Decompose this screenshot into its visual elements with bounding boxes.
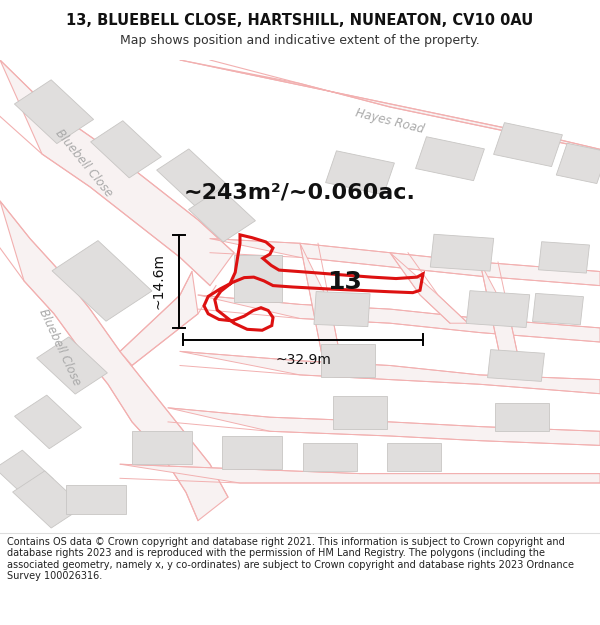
Polygon shape [494,122,562,167]
Polygon shape [495,403,549,431]
PathPatch shape [180,351,600,394]
Polygon shape [14,395,82,449]
Polygon shape [66,486,126,514]
Polygon shape [539,242,589,273]
Text: 13, BLUEBELL CLOSE, HARTSHILL, NUNEATON, CV10 0AU: 13, BLUEBELL CLOSE, HARTSHILL, NUNEATON,… [67,13,533,28]
PathPatch shape [120,271,198,366]
PathPatch shape [390,253,468,323]
Polygon shape [234,255,282,302]
Polygon shape [533,293,583,325]
Text: ~243m²/~0.060ac.: ~243m²/~0.060ac. [184,182,416,203]
PathPatch shape [210,239,600,286]
Polygon shape [314,292,370,327]
Polygon shape [91,121,161,178]
PathPatch shape [480,262,522,375]
Polygon shape [556,143,600,184]
Text: Bluebell Close: Bluebell Close [53,127,115,200]
Polygon shape [430,234,494,271]
Polygon shape [52,241,152,321]
Polygon shape [188,188,256,242]
Polygon shape [132,431,192,464]
Polygon shape [321,344,375,377]
Polygon shape [488,349,544,381]
Text: 13: 13 [328,270,362,294]
Polygon shape [222,436,282,469]
Text: ~32.9m: ~32.9m [275,352,331,367]
Text: ~14.6m: ~14.6m [152,253,166,309]
Polygon shape [416,137,484,181]
Polygon shape [333,396,387,429]
PathPatch shape [168,408,600,446]
Polygon shape [466,291,530,328]
PathPatch shape [300,243,342,366]
Polygon shape [0,450,53,497]
PathPatch shape [0,60,234,286]
Polygon shape [14,80,94,144]
Polygon shape [387,443,441,471]
PathPatch shape [0,201,228,521]
PathPatch shape [198,295,600,342]
Text: Bluebell Close: Bluebell Close [37,306,83,387]
Text: Map shows position and indicative extent of the property.: Map shows position and indicative extent… [120,34,480,47]
PathPatch shape [120,464,600,483]
Polygon shape [326,151,394,195]
Text: Contains OS data © Crown copyright and database right 2021. This information is : Contains OS data © Crown copyright and d… [7,537,574,581]
Polygon shape [37,337,107,394]
Polygon shape [303,443,357,471]
Text: Hayes Road: Hayes Road [354,106,426,136]
Polygon shape [13,471,83,528]
PathPatch shape [180,60,600,154]
Polygon shape [157,149,227,206]
